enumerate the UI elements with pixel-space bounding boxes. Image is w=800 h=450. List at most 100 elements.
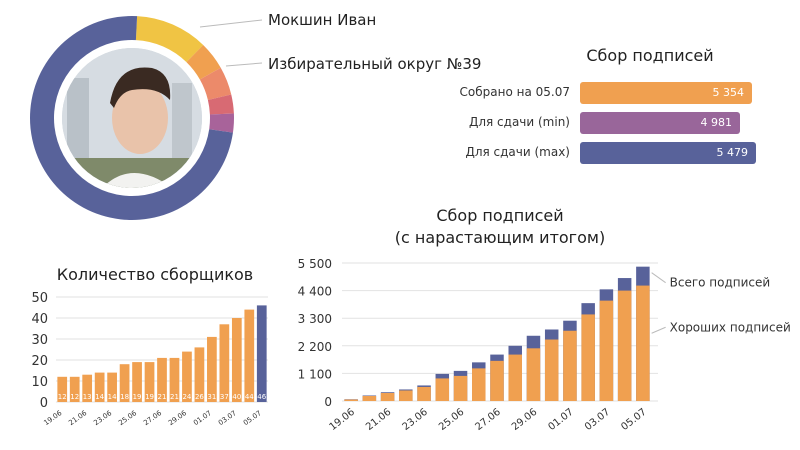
legend-callout <box>651 326 666 334</box>
district-label: Избирательный округ №39 <box>268 55 482 73</box>
bar <box>107 372 117 402</box>
bar <box>157 357 167 402</box>
x-tick-label: 03.07 <box>583 407 612 433</box>
bar <box>132 362 142 402</box>
bar-value-label: 13 <box>83 393 92 401</box>
cumulative-title-line1: Сбор подписей <box>436 206 564 225</box>
bar-value-label: 12 <box>58 393 67 401</box>
x-tick-label: 01.07 <box>192 409 213 427</box>
bar-good <box>435 378 450 401</box>
y-tick-label: 4 400 <box>298 285 332 299</box>
bar <box>182 351 192 402</box>
bar-good <box>563 330 577 401</box>
candidate-photo-ring <box>30 16 234 221</box>
ring-segment <box>199 67 232 101</box>
y-tick-label: 20 <box>31 354 48 369</box>
bar <box>207 336 217 402</box>
ring-segment <box>186 44 221 80</box>
bar-value-label: 21 <box>158 393 167 401</box>
x-tick-label: 21.06 <box>67 409 88 427</box>
x-tick-label: 27.06 <box>142 409 163 427</box>
bar-good <box>636 285 650 401</box>
bar-good <box>380 392 395 401</box>
bar <box>194 347 205 402</box>
summary-label: Для сдачи (max) <box>465 145 570 159</box>
x-tick-label: 25.06 <box>117 409 138 427</box>
bar <box>144 362 155 402</box>
bar <box>244 309 255 402</box>
bar-good <box>472 368 486 401</box>
bar-value-label: 18 <box>120 393 129 401</box>
bar-value-label: 14 <box>95 393 104 401</box>
bar-good <box>490 360 504 401</box>
legend-total: Всего подписей <box>670 276 771 290</box>
x-tick-label: 23.06 <box>401 407 430 433</box>
legend-callout <box>651 272 666 284</box>
bar-value-label: 19 <box>133 393 142 401</box>
summary-title: Сбор подписей <box>586 46 714 65</box>
y-tick-label: 40 <box>31 312 48 327</box>
cumulative-title-line2: (с нарастающим итогом) <box>394 228 606 247</box>
bar-good <box>508 354 522 401</box>
x-tick-label: 01.07 <box>546 407 575 433</box>
bar <box>119 364 130 402</box>
y-tick-label: 50 <box>31 291 48 306</box>
bar-value-label: 46 <box>257 393 266 401</box>
bar <box>256 305 267 402</box>
x-tick-label: 19.06 <box>42 409 63 427</box>
bar-good <box>399 390 413 401</box>
bar <box>94 372 105 402</box>
x-tick-label: 29.06 <box>167 409 188 427</box>
bar <box>82 374 93 402</box>
bar-good <box>453 375 468 401</box>
bar-good <box>617 290 632 401</box>
bar <box>219 324 230 402</box>
bar-value-label: 26 <box>195 393 204 401</box>
bar <box>57 376 68 402</box>
bar-good <box>526 348 541 401</box>
bar-value-label: 24 <box>182 393 191 401</box>
bar <box>69 376 80 402</box>
legend-good: Хороших подписей <box>670 320 791 334</box>
bar-value-label: 12 <box>70 393 79 401</box>
bar-good <box>581 314 595 401</box>
ring-segment <box>135 16 204 63</box>
cumulative-chart-title: Сбор подписей (с нарастающим итогом) <box>340 205 660 249</box>
bar-good <box>417 386 431 401</box>
bar <box>169 357 180 402</box>
bar-good <box>344 399 358 401</box>
x-tick-label: 05.07 <box>242 409 263 427</box>
cumulative-chart: 0 1 100 2 200 3 300 4 400 5 500 19.06 21.06 23.0… <box>298 257 791 433</box>
ring-segment <box>207 94 234 115</box>
bar-good <box>544 339 559 401</box>
bar-value-label: 19 <box>145 393 154 401</box>
y-tick-label: 30 <box>31 333 48 348</box>
y-tick-label: 2 200 <box>298 340 332 354</box>
summary-bar: 5 354 <box>580 82 752 104</box>
y-tick-label: 10 <box>31 375 48 390</box>
x-tick-label: 25.06 <box>437 407 466 433</box>
bar-value-label: 37 <box>220 393 229 401</box>
y-tick-label: 1 100 <box>298 367 332 381</box>
x-tick-label: 27.06 <box>474 407 503 433</box>
summary-label: Для сдачи (min) <box>468 115 570 129</box>
callout-lines <box>199 19 263 67</box>
x-tick-label: 19.06 <box>328 407 357 433</box>
candidate-name: Мокшин Иван <box>268 11 377 29</box>
x-tick-label: 05.07 <box>619 407 648 433</box>
bar-value-label: 31 <box>207 393 216 401</box>
summary-bar: 4 981 <box>580 112 740 134</box>
x-tick-label: 21.06 <box>364 407 393 433</box>
summary-label: Собрано на 05.07 <box>459 85 570 99</box>
bar-good <box>362 395 377 401</box>
collectors-chart: 0 10 20 30 40 50 12 19.06 12 13 21.06 14 14 23.06 18 19… <box>31 291 268 427</box>
x-tick-label: 23.06 <box>92 409 113 427</box>
bar-value-label: 14 <box>108 393 117 401</box>
bar-good <box>599 300 614 401</box>
collectors-chart-title: Количество сборщиков <box>56 265 254 284</box>
ring-segment <box>209 113 234 133</box>
bar-value-label: 40 <box>232 393 241 401</box>
x-tick-label: 03.07 <box>217 409 238 427</box>
bar-value-label: 21 <box>170 393 179 401</box>
x-tick-label: 29.06 <box>510 407 539 433</box>
